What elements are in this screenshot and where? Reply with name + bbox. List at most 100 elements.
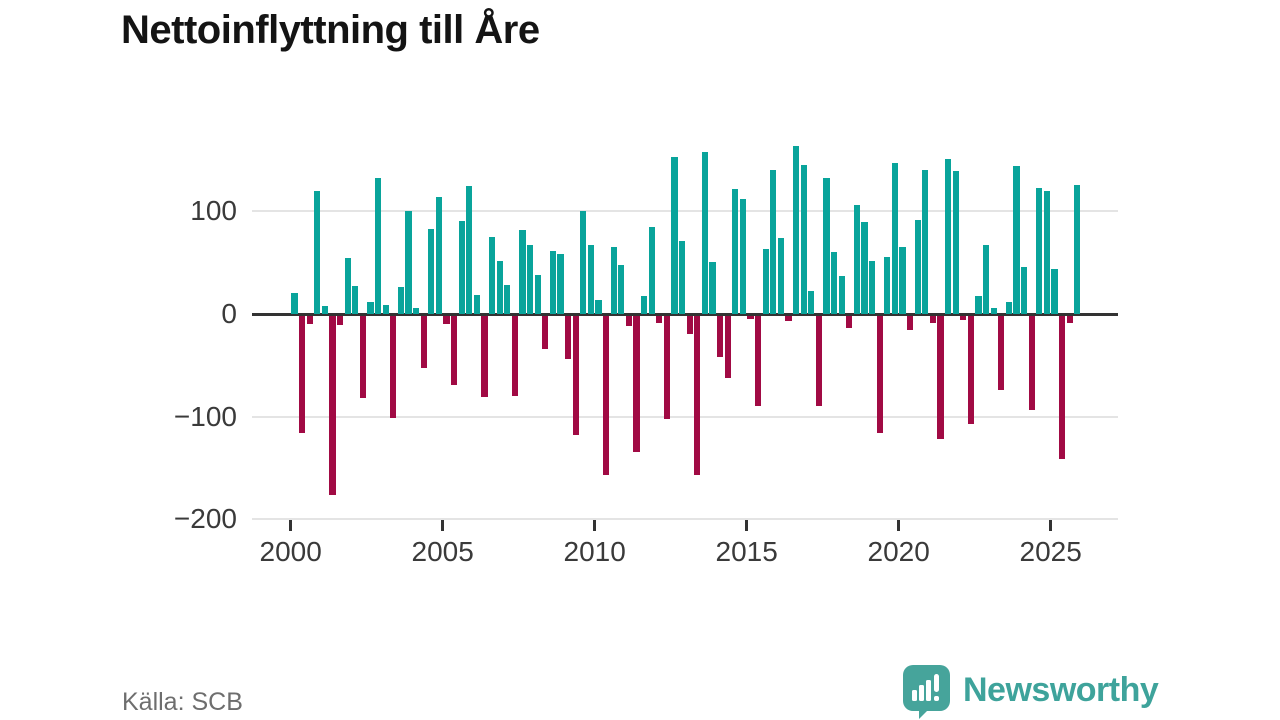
bar-positive bbox=[314, 190, 321, 314]
bar-negative bbox=[876, 315, 883, 434]
bar-positive bbox=[853, 205, 860, 314]
bar-positive bbox=[458, 220, 465, 314]
x-tick-mark bbox=[593, 520, 597, 531]
newsworthy-logo-text: Newsworthy bbox=[963, 671, 1159, 709]
bar-positive bbox=[321, 305, 328, 314]
bar-positive bbox=[519, 229, 526, 314]
x-tick-mark bbox=[745, 520, 749, 531]
bar-negative bbox=[747, 315, 754, 319]
bar-positive bbox=[762, 249, 769, 314]
bar-positive bbox=[861, 221, 868, 314]
bar-positive bbox=[397, 287, 404, 314]
bar-positive bbox=[1074, 184, 1081, 314]
bar-positive bbox=[777, 238, 784, 314]
bar-positive bbox=[618, 264, 625, 314]
x-tick-label: 2020 bbox=[867, 536, 930, 567]
bar-negative bbox=[1059, 315, 1066, 460]
bar-positive bbox=[990, 307, 997, 314]
bar-positive bbox=[641, 295, 648, 314]
y-tick-label: −200 bbox=[173, 503, 237, 535]
bar-negative bbox=[299, 315, 306, 434]
bar-negative bbox=[1028, 315, 1035, 410]
bar-positive bbox=[1021, 266, 1028, 314]
bar-positive bbox=[1036, 187, 1043, 314]
bar-positive bbox=[899, 247, 906, 314]
newsworthy-speech-bubble-barchart-icon bbox=[903, 665, 950, 719]
y-tick-label: 0 bbox=[221, 298, 237, 329]
bar-positive bbox=[557, 254, 564, 314]
bar-negative bbox=[481, 315, 488, 397]
bar-positive bbox=[945, 159, 952, 314]
bar-positive bbox=[496, 260, 503, 314]
gridline bbox=[252, 210, 1118, 213]
bar-positive bbox=[595, 299, 602, 314]
bar-negative bbox=[359, 315, 366, 398]
bar-positive bbox=[679, 241, 686, 314]
bar-positive bbox=[922, 170, 929, 314]
bar-negative bbox=[420, 315, 427, 368]
bar-positive bbox=[1043, 190, 1050, 314]
bar-positive bbox=[975, 295, 982, 314]
x-tick-mark bbox=[1049, 520, 1053, 531]
x-tick-mark bbox=[897, 520, 901, 531]
bar-positive bbox=[435, 197, 442, 314]
bar-negative bbox=[815, 315, 822, 406]
gridline bbox=[252, 518, 1118, 521]
bar-positive bbox=[352, 286, 359, 314]
x-tick-mark bbox=[441, 520, 445, 531]
bar-negative bbox=[1066, 315, 1073, 323]
x-tick-label: 2010 bbox=[563, 536, 626, 567]
bar-positive bbox=[823, 177, 830, 314]
x-tick-label: 2015 bbox=[715, 536, 778, 567]
x-tick-label: 2025 bbox=[1019, 536, 1082, 567]
x-tick-label: 2000 bbox=[259, 536, 322, 567]
bar-negative bbox=[625, 315, 632, 326]
bar-negative bbox=[337, 315, 344, 325]
newsworthy-logo: Newsworthy bbox=[903, 665, 1159, 719]
bar-positive bbox=[983, 245, 990, 314]
bar-negative bbox=[717, 315, 724, 357]
bar-positive bbox=[739, 199, 746, 314]
bar-negative bbox=[572, 315, 579, 435]
bar-positive bbox=[648, 226, 655, 314]
bar-positive bbox=[1005, 301, 1012, 314]
bar-positive bbox=[367, 301, 374, 314]
bar-positive bbox=[800, 165, 807, 314]
bar-negative bbox=[929, 315, 936, 323]
bar-negative bbox=[603, 315, 610, 475]
bar-positive bbox=[405, 211, 412, 314]
source-caption: Källa: SCB bbox=[122, 688, 243, 716]
bar-negative bbox=[565, 315, 572, 359]
bar-positive bbox=[838, 276, 845, 314]
bar-negative bbox=[998, 315, 1005, 391]
bar-positive bbox=[770, 170, 777, 314]
bar-positive bbox=[466, 185, 473, 314]
bar-negative bbox=[785, 315, 792, 321]
bar-positive bbox=[527, 245, 534, 314]
bar-negative bbox=[511, 315, 518, 396]
bar-negative bbox=[542, 315, 549, 350]
bar-negative bbox=[451, 315, 458, 386]
y-tick-label: −100 bbox=[173, 400, 237, 432]
bar-positive bbox=[952, 171, 959, 314]
bar-positive bbox=[587, 245, 594, 314]
bar-positive bbox=[610, 247, 617, 314]
bar-negative bbox=[656, 315, 663, 323]
bar-positive bbox=[344, 257, 351, 314]
gridline bbox=[252, 415, 1118, 418]
bar-positive bbox=[869, 260, 876, 314]
bar-positive bbox=[580, 211, 587, 314]
bar-positive bbox=[732, 188, 739, 314]
bar-positive bbox=[413, 307, 420, 314]
bar-positive bbox=[504, 285, 511, 314]
bar-negative bbox=[967, 315, 974, 425]
bar-positive bbox=[382, 304, 389, 314]
bar-positive bbox=[793, 145, 800, 314]
bar-positive bbox=[489, 237, 496, 314]
bar-negative bbox=[724, 315, 731, 379]
x-axis-zero-line bbox=[252, 312, 1118, 316]
bar-positive bbox=[549, 251, 556, 314]
bar-positive bbox=[291, 293, 298, 314]
y-tick-label: 100 bbox=[190, 195, 237, 227]
